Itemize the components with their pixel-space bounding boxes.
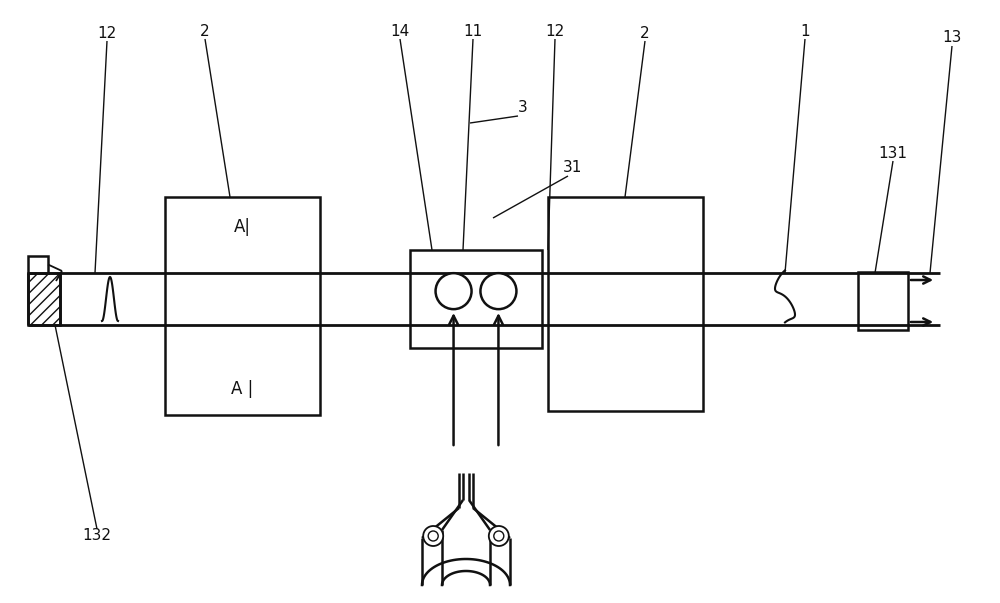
Text: 3: 3	[518, 101, 528, 116]
Text: 2: 2	[640, 25, 650, 40]
Text: 11: 11	[463, 24, 483, 39]
Text: 14: 14	[390, 24, 410, 39]
Bar	[28, 273, 60, 325]
Text: 13: 13	[942, 31, 962, 45]
Circle shape	[423, 526, 443, 546]
Text: 132: 132	[82, 528, 112, 543]
Text: 31: 31	[563, 160, 583, 175]
Bar	[165, 197, 320, 415]
Text: 12: 12	[97, 25, 117, 40]
Bar	[28, 256, 48, 273]
Text: 1: 1	[800, 24, 810, 39]
Circle shape	[428, 531, 438, 541]
Bar	[548, 197, 703, 411]
Text: 2: 2	[200, 24, 210, 39]
Text: A |: A |	[231, 380, 254, 398]
Text: 12: 12	[545, 24, 565, 39]
Circle shape	[489, 526, 509, 546]
Text: 131: 131	[879, 145, 908, 160]
Circle shape	[436, 273, 472, 309]
Circle shape	[494, 531, 504, 541]
Text: A|: A|	[234, 218, 251, 236]
Bar	[858, 272, 908, 330]
Circle shape	[480, 273, 516, 309]
Bar	[410, 250, 542, 348]
